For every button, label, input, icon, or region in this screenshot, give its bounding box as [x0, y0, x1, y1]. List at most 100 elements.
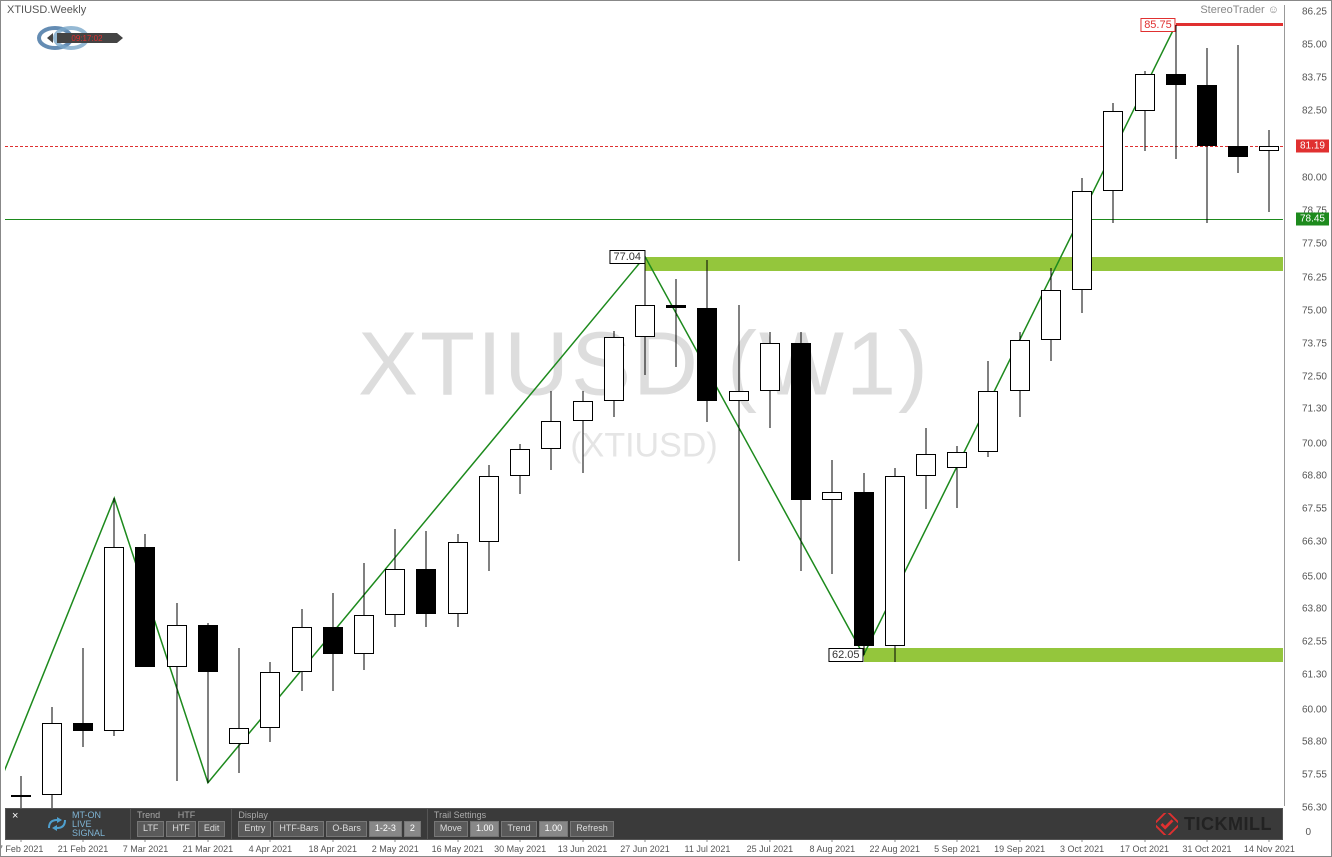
panel-button[interactable]: 1.00 — [539, 821, 569, 837]
indicator-panel: × MT-ON LIVE SIGNAL Trend HTFLTFHTFEditD… — [5, 808, 1283, 840]
chart-plot-area: XTIUSD (W1) (XTIUSD) 77.0462.0585.75 — [5, 5, 1283, 806]
panel-group-title: Trail Settings — [434, 809, 614, 820]
x-tick-label: 17 Oct 2021 — [1120, 844, 1169, 854]
panel-button[interactable]: HTF-Bars — [273, 821, 324, 837]
candle — [229, 5, 249, 806]
y-tick-label: 66.30 — [1302, 537, 1327, 548]
candle — [385, 5, 405, 806]
candle — [1197, 5, 1217, 806]
candle — [354, 5, 374, 806]
x-tick-label: 7 Mar 2021 — [123, 844, 169, 854]
candle — [854, 5, 874, 806]
panel-button[interactable]: Refresh — [570, 821, 614, 837]
candle — [978, 5, 998, 806]
y-tick-label: 63.80 — [1302, 603, 1327, 614]
x-tick-label: 16 May 2021 — [432, 844, 484, 854]
candle — [448, 5, 468, 806]
x-tick-label: 19 Sep 2021 — [994, 844, 1045, 854]
x-tick-label: 27 Jun 2021 — [620, 844, 670, 854]
panel-button[interactable]: Move — [434, 821, 468, 837]
y-tick-label: 83.75 — [1302, 73, 1327, 84]
candle — [260, 5, 280, 806]
price-annotation: 62.05 — [828, 648, 864, 662]
close-icon[interactable]: × — [8, 810, 22, 822]
candle — [541, 5, 561, 806]
candle — [729, 5, 749, 806]
candle — [1135, 5, 1155, 806]
candle — [760, 5, 780, 806]
y-tick-label: 62.55 — [1302, 636, 1327, 647]
x-tick-label: 13 Jun 2021 — [558, 844, 608, 854]
y-tick-label: 58.80 — [1302, 736, 1327, 747]
panel-group-title: Display — [238, 809, 421, 820]
panel-group: Trail SettingsMove1.00Trend1.00Refresh — [427, 809, 620, 839]
panel-button[interactable]: Trend — [501, 821, 536, 837]
candle — [604, 5, 624, 806]
x-tick-label: 22 Aug 2021 — [869, 844, 920, 854]
candle — [510, 5, 530, 806]
x-tick-label: 21 Mar 2021 — [183, 844, 234, 854]
y-tick-label: 65.00 — [1302, 571, 1327, 582]
y-tick-label: 67.55 — [1302, 503, 1327, 514]
tickmill-logo: TICKMILL — [1156, 813, 1282, 835]
panel-group-title: HTF — [160, 810, 195, 820]
panel-button[interactable]: Entry — [238, 821, 271, 837]
y-axis: 86.2585.0083.7582.5080.0078.7577.5076.25… — [1284, 5, 1331, 806]
panel-button[interactable]: HTF — [166, 821, 196, 837]
candle — [11, 5, 31, 806]
candle — [916, 5, 936, 806]
candle — [822, 5, 842, 806]
candle — [1041, 5, 1061, 806]
x-tick-label: 2 May 2021 — [372, 844, 419, 854]
price-annotation: 77.04 — [609, 250, 645, 264]
candle — [697, 5, 717, 806]
y-tick-label: 60.00 — [1302, 704, 1327, 715]
panel-button[interactable]: 1-2-3 — [369, 821, 402, 837]
panel-logo-icon: MT-ON LIVE SIGNAL — [6, 809, 130, 839]
axis-zero-label: 0 — [1305, 827, 1311, 838]
x-tick-label: 11 Jul 2021 — [685, 844, 731, 854]
y-tick-label: 71.30 — [1302, 404, 1327, 415]
x-tick-label: 5 Sep 2021 — [934, 844, 980, 854]
y-tick-label: 76.25 — [1302, 272, 1327, 283]
brand-text: TICKMILL — [1184, 814, 1272, 835]
candle — [135, 5, 155, 806]
candle — [885, 5, 905, 806]
y-tick-label: 80.00 — [1302, 172, 1327, 183]
x-tick-label: 3 Oct 2021 — [1060, 844, 1104, 854]
x-tick-label: 4 Apr 2021 — [249, 844, 293, 854]
candle — [1103, 5, 1123, 806]
y-tick-label: 70.00 — [1302, 438, 1327, 449]
candle — [292, 5, 312, 806]
price-tag: 81.19 — [1296, 140, 1329, 153]
candle — [416, 5, 436, 806]
x-tick-label: 8 Aug 2021 — [810, 844, 856, 854]
candle — [42, 5, 62, 806]
candle — [1010, 5, 1030, 806]
candle — [947, 5, 967, 806]
panel-button[interactable]: 1.00 — [470, 821, 500, 837]
y-tick-label: 75.00 — [1302, 305, 1327, 316]
panel-group: DisplayEntryHTF-BarsO-Bars1-2-32 — [231, 809, 427, 839]
candle — [1072, 5, 1092, 806]
x-tick-label: 25 Jul 2021 — [747, 844, 794, 854]
price-annotation: 85.75 — [1140, 18, 1176, 32]
panel-button[interactable]: LTF — [137, 821, 164, 837]
candle — [635, 5, 655, 806]
y-tick-label: 56.30 — [1302, 803, 1327, 814]
price-tag: 78.45 — [1296, 213, 1329, 226]
panel-group: Trend HTFLTFHTFEdit — [130, 809, 231, 839]
panel-button[interactable]: O-Bars — [326, 821, 367, 837]
y-tick-label: 85.00 — [1302, 39, 1327, 50]
x-tick-label: 7 Feb 2021 — [0, 844, 43, 854]
candle — [791, 5, 811, 806]
panel-group-title: Trend HTF — [137, 809, 225, 820]
candle — [1228, 5, 1248, 806]
x-axis: 7 Feb 202121 Feb 20217 Mar 202121 Mar 20… — [5, 842, 1283, 856]
x-tick-label: 14 Nov 2021 — [1244, 844, 1295, 854]
panel-button[interactable]: Edit — [198, 821, 226, 837]
candle — [104, 5, 124, 806]
panel-button[interactable]: 2 — [404, 821, 421, 837]
x-tick-label: 31 Oct 2021 — [1182, 844, 1231, 854]
candle — [73, 5, 93, 806]
